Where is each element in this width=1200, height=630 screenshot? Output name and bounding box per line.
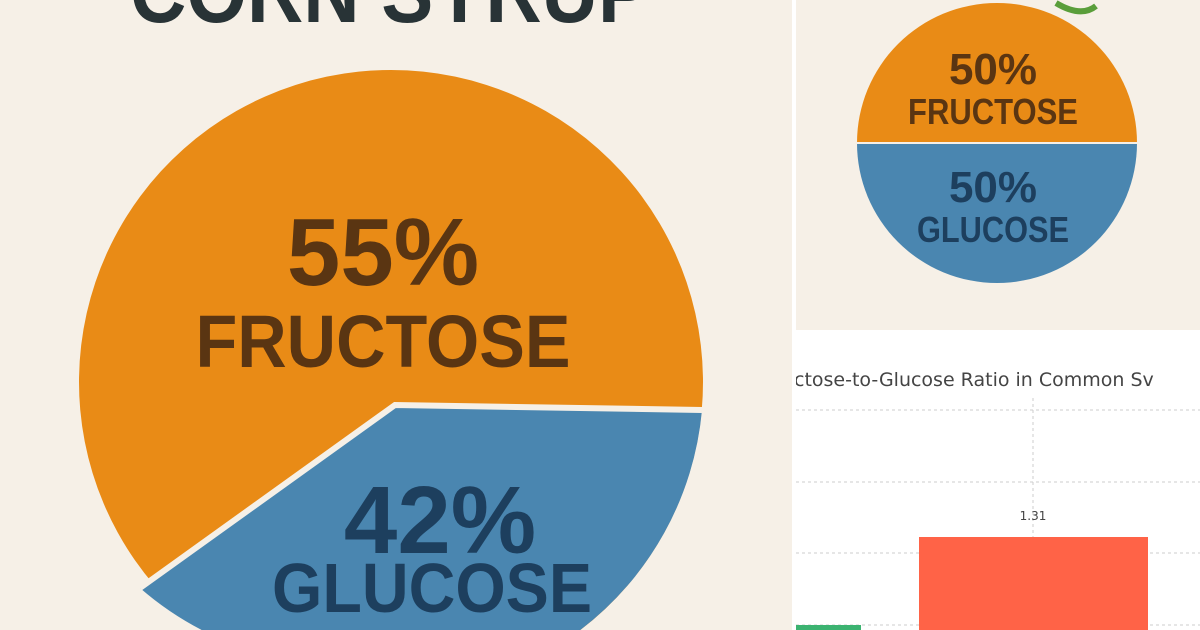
chart-title: CORN SYRUP [130, 0, 650, 41]
fructose-label: FRUCTOSE [196, 300, 571, 383]
hfcs-pie-panel: CORN SYRUP 55% FRUCTOSE 42% GLUCOSE [0, 0, 792, 630]
hfcs-pie-chart: CORN SYRUP 55% FRUCTOSE 42% GLUCOSE [78, 0, 703, 630]
sucrose-pie-chart: 50% FRUCTOSE 50% GLUCOSE [857, 0, 1137, 283]
pie-slice-glucose [857, 143, 1137, 283]
fructose-percent: 55% [287, 199, 479, 306]
ratio-bar-chart: ctose-to-Glucose Ratio in Common Sv 1.31 [796, 369, 1200, 630]
leaf-icon [1054, 0, 1098, 15]
chart-title: ctose-to-Glucose Ratio in Common Sv [796, 369, 1154, 391]
pie-slice-fructose [857, 3, 1137, 143]
sucrose-pie-panel: 50% FRUCTOSE 50% GLUCOSE [796, 0, 1200, 330]
bar-green [796, 625, 861, 630]
bar-red [919, 537, 1148, 630]
glucose-percent: 50% [949, 163, 1037, 212]
fructose-percent: 50% [949, 45, 1037, 94]
ratio-bar-chart-panel: ctose-to-Glucose Ratio in Common Sv 1.31 [796, 334, 1200, 630]
glucose-label: GLUCOSE [917, 209, 1069, 250]
fructose-label: FRUCTOSE [908, 91, 1078, 132]
glucose-label: GLUCOSE [272, 549, 592, 627]
slice-divider [138, 401, 703, 591]
bar-data-label: 1.31 [1020, 509, 1047, 523]
pie-slice-glucose [140, 405, 702, 630]
glucose-percent: 42% [344, 467, 536, 574]
bars: 1.31 [796, 509, 1148, 630]
